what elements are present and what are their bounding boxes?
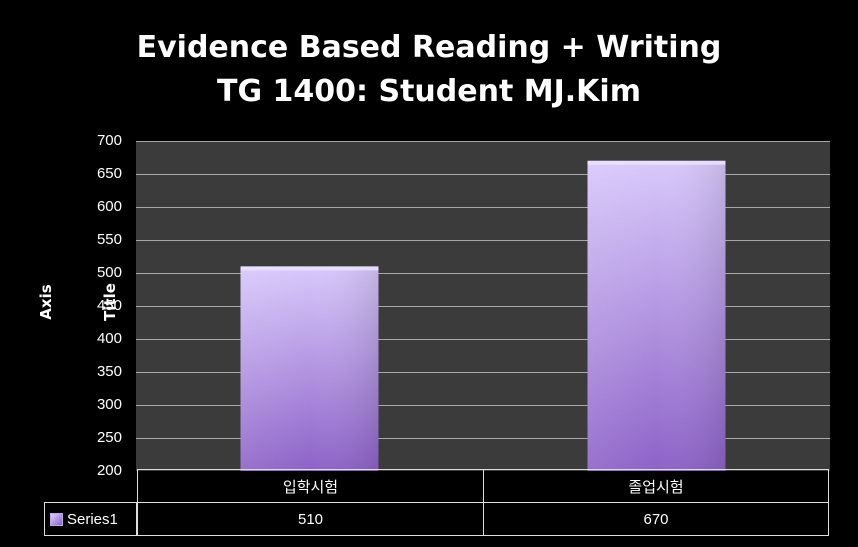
bar-top-highlight <box>587 160 726 165</box>
bar-top-highlight <box>240 266 379 271</box>
data-label: 670 <box>483 502 829 536</box>
chart-title: Evidence Based Reading + Writing <box>136 30 722 65</box>
y-tick-label: 550 <box>96 231 122 248</box>
bar-shading <box>240 266 379 471</box>
data-label: 510 <box>137 502 484 536</box>
category-label: 졸업시험 <box>483 469 829 503</box>
legend-entry: Series1 <box>44 502 137 536</box>
y-tick-label: 700 <box>96 132 122 149</box>
y-tick-label: 250 <box>96 429 122 446</box>
category-label: 입학시험 <box>137 469 484 503</box>
y-tick-label: 400 <box>96 330 122 347</box>
data-table: 입학시험 졸업시험 510 670 <box>137 469 829 536</box>
y-tick-label: 500 <box>96 264 122 281</box>
bar-shading <box>587 160 726 471</box>
legend-swatch <box>50 512 63 526</box>
legend-label: Series1 <box>67 510 118 528</box>
y-tick-label: 350 <box>96 363 122 380</box>
y-tick-label: 200 <box>96 462 122 479</box>
y-tick-label: 300 <box>96 396 122 413</box>
chart-subtitle: TG 1400: Student MJ.Kim <box>217 74 641 109</box>
y-tick-label: 600 <box>96 198 122 215</box>
y-tick-label: 450 <box>96 297 122 314</box>
y-tick-label: 650 <box>96 165 122 182</box>
plot-area <box>136 141 830 471</box>
